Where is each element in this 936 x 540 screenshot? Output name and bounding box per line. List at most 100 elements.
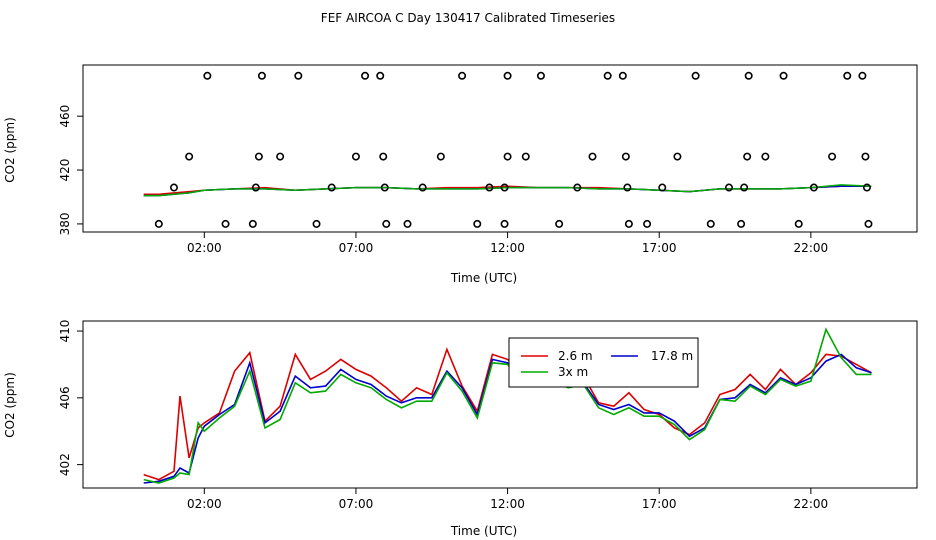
- bottom-x-axis-label: Time (UTC): [450, 524, 517, 538]
- x-tick-label: 17:00: [642, 241, 677, 255]
- x-tick-label: 22:00: [794, 497, 829, 511]
- y-tick-label: 380: [58, 212, 72, 235]
- top-x-axis: 02:00 07:00 12:00 17:00 22:00: [187, 232, 828, 255]
- series-line-0: [143, 347, 872, 481]
- top-series-line: [143, 184, 872, 197]
- scatter-point: [294, 71, 303, 80]
- legend-label-3x: 3x m: [558, 365, 588, 379]
- x-tick-label: 22:00: [794, 241, 829, 255]
- scatter-point: [779, 71, 788, 80]
- bottom-panel: 02:00 07:00 12:00 17:00 22:00 402 406 410 Time…: [3, 320, 918, 538]
- scatter-point: [706, 219, 715, 228]
- legend-label-2-6m: 2.6 m: [558, 349, 593, 363]
- scatter-point: [858, 71, 867, 80]
- scatter-point: [794, 219, 803, 228]
- scatter-point: [621, 152, 630, 161]
- scatter-point: [403, 219, 412, 228]
- scatter-point: [864, 219, 873, 228]
- y-tick-label: 460: [58, 105, 72, 128]
- scatter-point: [743, 152, 752, 161]
- scatter-point: [691, 71, 700, 80]
- chart-title: FEF AIRCOA C Day 130417 Calibrated Times…: [321, 11, 615, 25]
- y-tick-label: 402: [58, 453, 72, 476]
- x-tick-label: 12:00: [490, 241, 525, 255]
- scatter-point: [485, 183, 494, 192]
- x-tick-label: 07:00: [339, 241, 374, 255]
- scatter-point: [327, 183, 336, 192]
- legend-label-17-8m: 17.8 m: [651, 349, 693, 363]
- scatter-point: [458, 71, 467, 80]
- scatter-point: [169, 183, 178, 192]
- scatter-point: [673, 152, 682, 161]
- scatter-point: [555, 219, 564, 228]
- scatter-point: [473, 219, 482, 228]
- scatter-point: [251, 183, 260, 192]
- top-panel: 02:00 07:00 12:00 17:00 22:00 380 420 460 Time…: [3, 64, 918, 285]
- scatter-point: [376, 71, 385, 80]
- x-tick-label: 02:00: [187, 497, 222, 511]
- scatter-point: [503, 71, 512, 80]
- scatter-point: [312, 219, 321, 228]
- bottom-y-axis-label: CO2 (ppm): [3, 372, 17, 438]
- scatter-point: [221, 219, 230, 228]
- scatter-point: [254, 152, 263, 161]
- scatter-point: [351, 152, 360, 161]
- y-tick-label: 410: [58, 320, 72, 343]
- scatter-point: [503, 152, 512, 161]
- legend: 2.6 m 17.8 m 3x m: [508, 337, 699, 388]
- scatter-point: [624, 219, 633, 228]
- top-y-axis-label: CO2 (ppm): [3, 117, 17, 183]
- x-tick-label: 17:00: [642, 497, 677, 511]
- series-line-1: [143, 353, 872, 484]
- scatter-point: [536, 71, 545, 80]
- scatter-point: [737, 219, 746, 228]
- x-tick-label: 07:00: [339, 497, 374, 511]
- legend-box: [508, 337, 699, 388]
- scatter-point: [828, 152, 837, 161]
- scatter-point: [573, 183, 582, 192]
- scatter-point: [603, 71, 612, 80]
- bottom-x-axis: 02:00 07:00 12:00 17:00 22:00: [187, 488, 828, 511]
- series-line-2: [143, 327, 872, 484]
- bottom-data-marks: [143, 327, 872, 484]
- scatter-point: [744, 71, 753, 80]
- scatter-point: [276, 152, 285, 161]
- top-plot-frame: [82, 64, 918, 233]
- scatter-point: [361, 71, 370, 80]
- scatter-point: [382, 219, 391, 228]
- scatter-point: [185, 152, 194, 161]
- scatter-point: [257, 71, 266, 80]
- x-tick-label: 02:00: [187, 241, 222, 255]
- scatter-point: [862, 183, 871, 192]
- scatter-point: [623, 183, 632, 192]
- scatter-point: [658, 183, 667, 192]
- top-y-axis: 380 420 460: [58, 105, 83, 235]
- scatter-point: [643, 219, 652, 228]
- scatter-point: [618, 71, 627, 80]
- scatter-point: [436, 152, 445, 161]
- bottom-plot-frame: [82, 320, 918, 489]
- scatter-point: [740, 183, 749, 192]
- x-tick-label: 12:00: [490, 497, 525, 511]
- scatter-point: [588, 152, 597, 161]
- top-data-marks: [143, 71, 873, 228]
- scatter-point: [761, 152, 770, 161]
- y-tick-label: 406: [58, 386, 72, 409]
- scatter-point: [380, 183, 389, 192]
- scatter-point: [154, 219, 163, 228]
- scatter-point: [521, 152, 530, 161]
- scatter-point: [379, 152, 388, 161]
- scatter-point: [418, 183, 427, 192]
- scatter-point: [500, 219, 509, 228]
- scatter-point: [203, 71, 212, 80]
- scatter-point: [843, 71, 852, 80]
- scatter-point: [724, 183, 733, 192]
- scatter-point: [861, 152, 870, 161]
- scatter-point: [809, 183, 818, 192]
- bottom-y-axis: 402 406 410: [58, 320, 83, 476]
- y-tick-label: 420: [58, 159, 72, 182]
- scatter-point: [248, 219, 257, 228]
- scatter-point: [500, 183, 509, 192]
- top-x-axis-label: Time (UTC): [450, 271, 517, 285]
